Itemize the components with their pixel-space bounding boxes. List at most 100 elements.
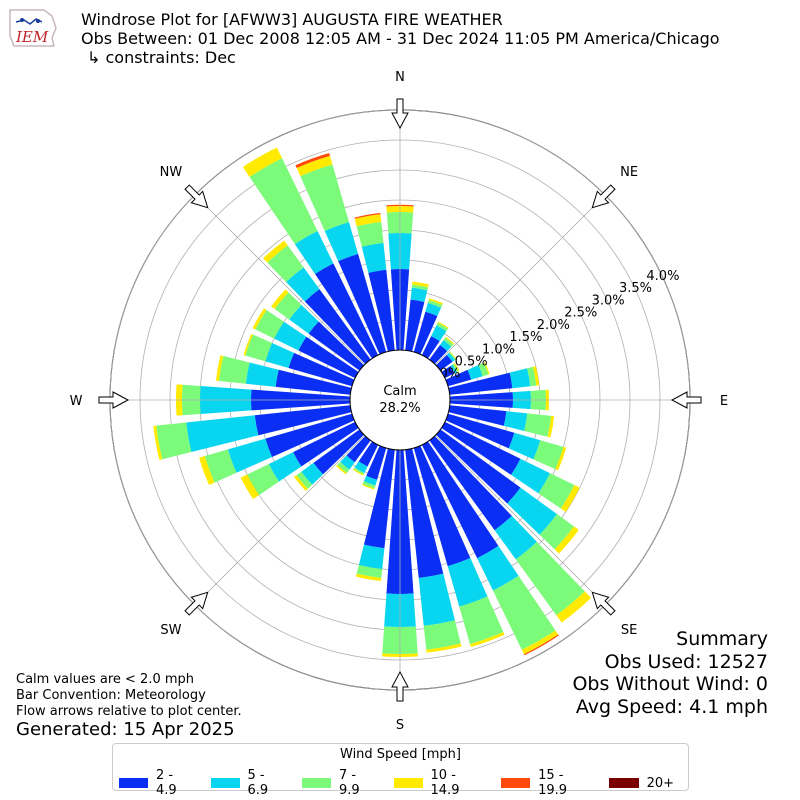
windrose-bar-segment	[356, 221, 384, 247]
windrose-bar-segment	[288, 352, 355, 387]
legend-swatch	[210, 778, 240, 788]
windrose-bar-segment	[254, 405, 352, 436]
direction-label: NW	[160, 165, 183, 180]
note-bar-convention: Bar Convention: Meteorology	[16, 688, 206, 703]
windrose-bar-segment	[245, 334, 273, 362]
legend-label: 20+	[646, 775, 675, 791]
windrose-bar-segment	[289, 304, 319, 334]
windrose-bar-segment	[421, 441, 499, 559]
note-flow-arrows: Flow arrows relative to plot center.	[16, 704, 242, 719]
windrose-bar-segment	[352, 468, 364, 476]
windrose-bar-segment	[467, 365, 483, 380]
windrose-bar-segment	[242, 147, 283, 177]
windrose-bar-segment	[448, 372, 513, 395]
windrose-bar-segment	[245, 362, 279, 387]
flow-arrow-icon	[391, 98, 409, 130]
windrose-bar-segment	[494, 515, 537, 560]
windrose-bar-segment	[533, 440, 564, 470]
windrose-bar-segment	[265, 413, 355, 457]
windrose-bar-segment	[459, 596, 504, 645]
windrose-bar-segment	[441, 366, 455, 379]
windrose-bar-segment	[274, 292, 302, 320]
windrose-bar-segment	[431, 325, 447, 342]
summary-title: Summary	[676, 628, 768, 650]
calm-circle	[349, 349, 451, 451]
legend-label: 5 - 6.9	[247, 768, 269, 798]
windrose-bar-segment	[271, 289, 289, 309]
windrose-bar-segment	[216, 355, 224, 381]
flow-arrows	[98, 98, 702, 702]
windrose-bar-segment	[405, 448, 444, 579]
chart-constraints: ↳ constraints: Dec	[87, 48, 236, 67]
windrose-bar-segment	[449, 351, 457, 360]
calm-value: 28.2%	[379, 401, 420, 416]
windrose-bar-segment	[447, 558, 488, 607]
legend-label: 7 - 9.9	[339, 768, 360, 798]
windrose-bar-segment	[426, 643, 462, 653]
windrose-bar-segment	[363, 448, 395, 549]
windrose-bar-segment	[405, 299, 425, 352]
windrose-bar-segment	[538, 473, 575, 509]
windrose-bar-segment	[186, 415, 259, 453]
windrose-bar-segment	[448, 405, 507, 426]
chart-header: Windrose Plot for [AFWW3] AUGUSTA FIRE W…	[81, 10, 720, 67]
windrose-bar-segment	[354, 213, 381, 219]
windrose-bar-segment	[315, 263, 379, 359]
summary-obs-used: Obs Used: 12527	[604, 650, 768, 673]
windrose-bar-segment	[429, 344, 448, 365]
windrose-bar-segment	[300, 164, 350, 231]
windrose-bar-segment	[413, 311, 438, 355]
windrose-bar-segment	[508, 432, 541, 460]
windrose-bar-segment	[435, 354, 453, 371]
radial-tick-label: 1.5%	[509, 330, 542, 345]
windrose-bar-segment	[445, 413, 515, 449]
windrose-bar-segment	[470, 632, 505, 648]
summary-block: Summary Obs Used: 12527 Obs Without Wind…	[572, 628, 768, 718]
windrose-bar-segment	[356, 564, 383, 579]
legend-item: 5 - 6.9	[210, 768, 289, 798]
windrose-bar-segment	[547, 415, 555, 438]
radial-tick-label: 3.0%	[592, 293, 625, 308]
windrose-bar-segment	[153, 425, 163, 460]
windrose-bar-segment	[492, 575, 556, 650]
legend-item: 20+	[608, 768, 675, 798]
direction-spoke	[435, 194, 606, 365]
legend-swatch	[393, 778, 423, 788]
windrose-bar-segment	[429, 435, 512, 531]
windrose-bar-segment	[412, 281, 429, 288]
windrose-bar-segment	[425, 302, 442, 316]
direction-spoke	[194, 435, 365, 606]
direction-label: N	[395, 70, 405, 85]
windrose-bar-segment	[523, 634, 559, 656]
direction-label: NE	[620, 165, 638, 180]
flow-arrow-icon	[591, 184, 616, 209]
windrose-bar-segment	[247, 464, 279, 496]
windrose-bar-segment	[274, 321, 307, 351]
windrose-bar-segment	[255, 309, 284, 339]
legend-item: 10 - 14.9	[393, 768, 488, 798]
windrose-bar-segment	[445, 369, 472, 387]
windrose-bar-segment	[507, 487, 557, 535]
windrose-bar-segment	[204, 449, 237, 483]
calm-label: Calm	[383, 384, 416, 399]
windrose-bar-segment	[427, 300, 443, 308]
windrose-bar-segment	[503, 411, 528, 431]
windrose-bar-segment	[453, 362, 460, 372]
windrose-bar-segment	[366, 445, 387, 480]
flow-arrow-icon	[184, 184, 209, 209]
windrose-bar-segment	[265, 343, 295, 369]
windrose-bar-segment	[556, 591, 592, 623]
windrose-bar-segment	[295, 152, 330, 168]
windrose-bar-segment	[336, 464, 347, 475]
windrose-bar-segment	[286, 267, 320, 302]
chart-title: Windrose Plot for [AFWW3] AUGUSTA FIRE W…	[81, 10, 503, 29]
windrose-bar-segment	[304, 289, 371, 365]
windrose-bar-segment	[267, 245, 304, 283]
windrose-bar-segment	[446, 352, 456, 362]
windrose-bar-segment	[368, 269, 395, 352]
flow-arrow-icon	[391, 670, 409, 702]
windrose-bar-segment	[296, 155, 333, 177]
legend-label: 10 - 14.9	[430, 768, 460, 798]
windrose-bar-segment	[308, 321, 365, 371]
